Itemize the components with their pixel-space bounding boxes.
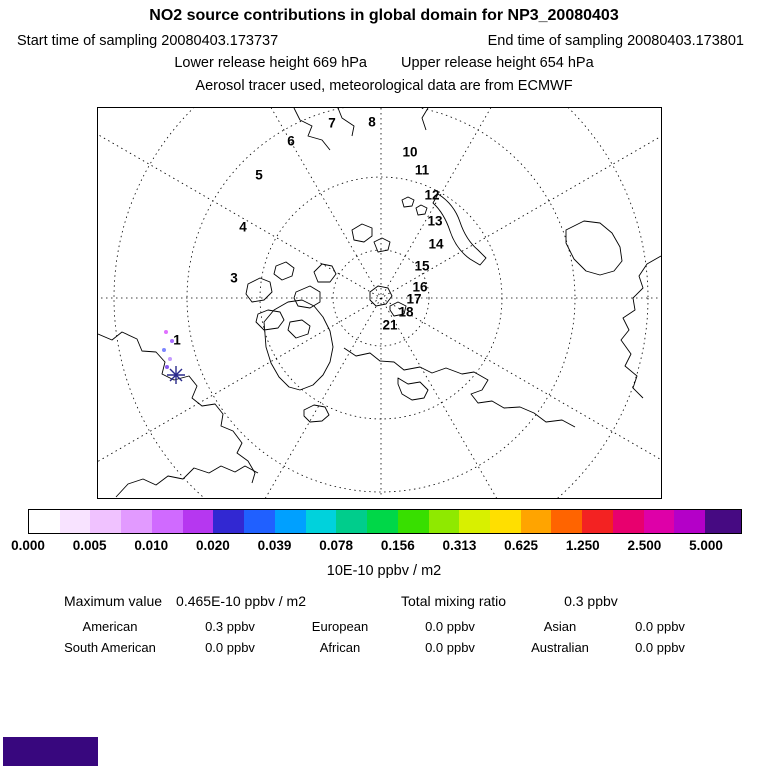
end-time-label: End time of sampling 20080403.173801 [487, 33, 744, 49]
colorbar-cell [582, 510, 613, 533]
contribution-region-label: South American [64, 640, 156, 655]
contribution-value: 0.0 ppbv [425, 640, 475, 655]
colorbar-tick-label: 0.005 [72, 538, 107, 553]
colorbar-cell [90, 510, 122, 533]
release-heights-row: Lower release height 669 hPa Upper relea… [0, 55, 768, 71]
colorbar-tick-label: 1.250 [565, 538, 600, 553]
colorbar-cell [612, 510, 644, 533]
lower-release-label: Lower release height 669 hPa [174, 55, 367, 71]
contribution-value: 0.0 ppbv [205, 640, 255, 655]
figure-title: NO2 source contributions in global domai… [149, 7, 619, 24]
colorbar-tick-label: 5.000 [689, 538, 723, 553]
colorbar-cell [520, 510, 552, 533]
colorbar-cell [336, 510, 368, 533]
colorbar-cell [459, 510, 491, 533]
colorbar-cell [29, 510, 60, 533]
contribution-region-label: African [319, 640, 361, 655]
polar-map-panel: 1 3 4 5 6 7 8 10 11 12 13 14 15 16 17 18 21 [97, 107, 662, 499]
contribution-region-label: Australian [531, 640, 589, 655]
total-mixing-ratio-label: Total mixing ratio [401, 593, 507, 609]
contributions-row-2: South American 0.0 ppbv African 0.0 ppbv… [0, 640, 768, 655]
maximum-value: 0.465E-10 ppbv / m2 [176, 593, 307, 609]
colorbar-cell [643, 510, 675, 533]
contribution-region-label: European [311, 619, 369, 634]
colorbar-cell [305, 510, 337, 533]
contribution-value: 0.0 ppbv [425, 619, 475, 634]
contributions-row-1: American 0.3 ppbv European 0.0 ppbv Asia… [0, 619, 768, 634]
colorbar-cell [274, 510, 306, 533]
colorbar-tick-label: 2.500 [627, 538, 662, 553]
colorbar-tick-label: 0.625 [504, 538, 538, 553]
colorbar-cell [213, 510, 245, 533]
colorbar-cell [182, 510, 214, 533]
contribution-value: 0.0 ppbv [635, 640, 685, 655]
colorbar-tick-label: 0.020 [196, 538, 230, 553]
upper-release-label: Upper release height 654 hPa [401, 55, 594, 71]
release-marker-star [167, 366, 185, 384]
colorbar-cells [29, 510, 706, 533]
corner-color-block [3, 737, 98, 766]
colorbar: 0.000 0.005 0.010 0.020 0.039 0.078 0.156 0.313… [11, 509, 742, 556]
contribution-region-label: Asian [543, 619, 577, 634]
colorbar-units-label: 10E-10 ppbv / m2 [326, 563, 442, 579]
colorbar-cell [551, 510, 583, 533]
colorbar-cell [244, 510, 275, 533]
colorbar-overflow-cell [705, 510, 741, 533]
contribution-region-label: American [82, 619, 138, 634]
colorbar-cell [59, 510, 91, 533]
tracer-info-label: Aerosol tracer used, meteorological data… [195, 78, 573, 94]
total-mixing-ratio-value: 0.3 ppbv [564, 593, 618, 609]
colorbar-cell [490, 510, 521, 533]
contribution-value: 0.3 ppbv [205, 619, 255, 634]
colorbar-cell [121, 510, 152, 533]
colorbar-gradient [28, 509, 742, 534]
maximum-value-label: Maximum value [64, 593, 163, 609]
colorbar-tick-label: 0.039 [257, 538, 292, 553]
contribution-value: 0.0 ppbv [635, 619, 685, 634]
colorbar-tick-label: 0.000 [11, 538, 45, 553]
summary-stats-row: Maximum value 0.465E-10 ppbv / m2 Total … [0, 593, 768, 609]
coastlines [98, 108, 661, 498]
colorbar-tick-labels: 0.000 0.005 0.010 0.020 0.039 0.078 0.156 0.313… [11, 538, 742, 556]
colorbar-cell [367, 510, 398, 533]
colorbar-cell [397, 510, 429, 533]
colorbar-tick-label: 0.010 [134, 538, 169, 553]
start-time-label: Start time of sampling 20080403.173737 [17, 33, 279, 49]
colorbar-tick-label: 0.078 [319, 538, 354, 553]
colorbar-cell [428, 510, 460, 533]
polar-map [98, 108, 661, 498]
colorbar-cell [674, 510, 706, 533]
colorbar-tick-label: 0.313 [442, 538, 477, 553]
sampling-times-row: Start time of sampling 20080403.173737 E… [0, 33, 768, 49]
graticule [98, 108, 661, 498]
colorbar-tick-label: 0.156 [380, 538, 415, 553]
colorbar-cell [151, 510, 183, 533]
